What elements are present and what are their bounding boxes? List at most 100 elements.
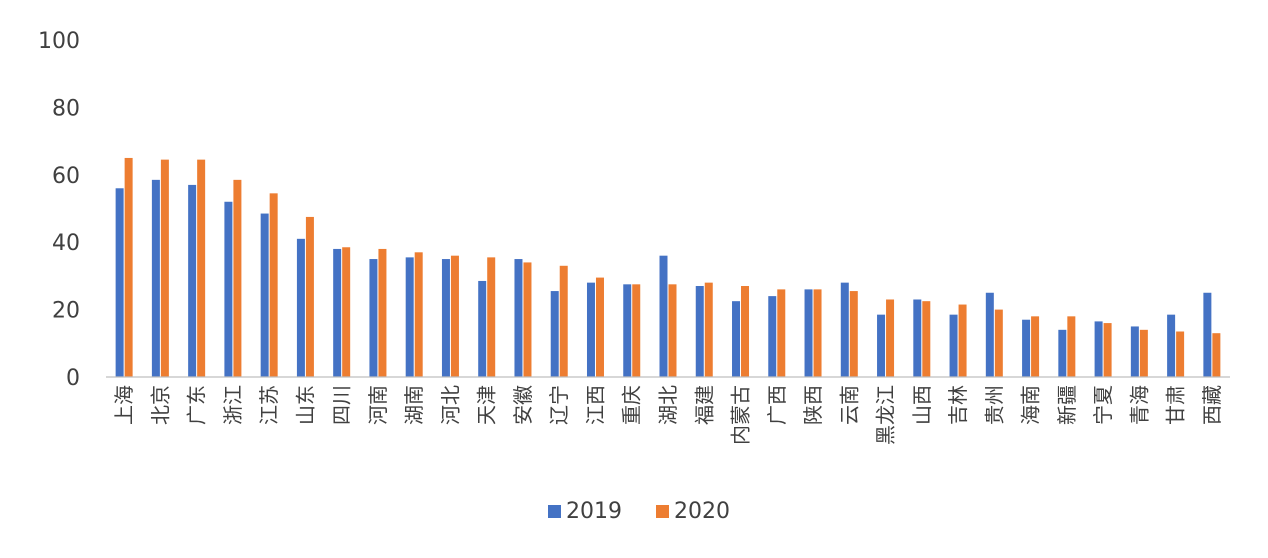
bar-2019-江西 <box>586 282 595 377</box>
bar-2019-云南 <box>840 282 849 377</box>
x-tick-label: 黑龙江 <box>874 385 898 445</box>
bar-2019-贵州 <box>985 292 994 377</box>
bar-2020-四川 <box>342 247 351 377</box>
bar-2020-海南 <box>1031 316 1040 377</box>
bar-2020-浙江 <box>233 179 242 377</box>
bar-2020-广东 <box>197 159 206 377</box>
bar-2020-贵州 <box>994 309 1003 377</box>
bar-2019-陕西 <box>804 289 813 377</box>
y-axis: 0 20 40 60 80 100 <box>38 29 80 391</box>
x-tick-label: 浙江 <box>221 385 245 425</box>
bar-2019-湖北 <box>659 255 668 377</box>
bar-2019-湖南 <box>405 257 414 377</box>
x-tick-label: 山西 <box>910 385 934 425</box>
bar-2020-黑龙江 <box>886 299 895 377</box>
bar-2019-甘肃 <box>1167 314 1176 377</box>
bar-2020-湖南 <box>414 252 423 377</box>
y-tick-label: 20 <box>52 299 80 324</box>
bar-2019-山西 <box>913 299 922 377</box>
x-tick-label: 广西 <box>765 385 789 425</box>
bar-2020-山东 <box>305 216 314 377</box>
bar-2020-上海 <box>124 157 133 377</box>
x-tick-label: 河南 <box>366 385 390 425</box>
bar-2020-重庆 <box>632 284 641 377</box>
bar-2020-西藏 <box>1212 333 1221 377</box>
bar-2020-青海 <box>1139 329 1148 377</box>
bar-2019-江苏 <box>260 213 269 377</box>
bar-2019-西藏 <box>1203 292 1212 377</box>
bar-2019-宁夏 <box>1094 321 1103 377</box>
bar-2020-宁夏 <box>1103 323 1112 377</box>
x-tick-label: 内蒙古 <box>729 385 753 445</box>
bar-2019-广东 <box>188 184 197 377</box>
y-tick-label: 100 <box>38 29 80 54</box>
bar-2019-四川 <box>333 248 342 377</box>
bar-2019-安徽 <box>514 259 523 377</box>
bar-2020-河北 <box>450 255 459 377</box>
bar-2020-福建 <box>704 282 713 377</box>
x-tick-label: 宁夏 <box>1091 385 1115 425</box>
x-tick-label: 青海 <box>1127 385 1151 425</box>
bar-2019-重庆 <box>623 284 632 377</box>
x-tick-label: 辽宁 <box>547 385 571 425</box>
x-tick-label: 河北 <box>438 385 462 425</box>
bar-2020-北京 <box>160 159 169 377</box>
bar-2020-河南 <box>378 248 387 377</box>
x-tick-label: 海南 <box>1019 385 1043 425</box>
bar-2020-甘肃 <box>1176 331 1185 377</box>
x-tick-label: 陕西 <box>801 385 825 425</box>
x-tick-label: 北京 <box>148 385 172 425</box>
y-tick-label: 0 <box>66 366 80 391</box>
bar-2020-江西 <box>595 277 604 377</box>
bar-2019-河南 <box>369 259 378 377</box>
bar-2019-北京 <box>151 179 160 377</box>
x-tick-label: 西藏 <box>1200 385 1224 425</box>
bar-2019-天津 <box>478 280 487 377</box>
x-tick-label: 广东 <box>185 385 209 425</box>
x-tick-label: 上海 <box>112 385 136 425</box>
x-tick-label: 新疆 <box>1055 385 1079 425</box>
x-axis-labels: 上海 北京 广东 浙江 江苏 山东 四川 河南 湖南 河北 天津 安徽 辽宁 江西 重庆 湖北 福建 内蒙古 广西陕… <box>112 385 1224 445</box>
x-tick-label: 贵州 <box>982 385 1006 425</box>
x-tick-label: 安徽 <box>511 385 535 425</box>
bar-2019-黑龙江 <box>877 314 886 377</box>
x-tick-label: 天津 <box>475 385 499 425</box>
bar-2020-安徽 <box>523 262 532 377</box>
bar-2019-海南 <box>1022 319 1031 377</box>
bar-2020-湖北 <box>668 284 677 377</box>
x-tick-label: 福建 <box>692 385 716 425</box>
x-tick-label: 吉林 <box>946 385 970 425</box>
bar-2019-山东 <box>296 238 305 377</box>
legend-label: 2020 <box>674 499 730 524</box>
bar-2019-上海 <box>115 188 124 377</box>
legend-swatch-2020 <box>656 505 669 518</box>
bar-2020-新疆 <box>1067 316 1076 377</box>
bar-2019-福建 <box>695 286 704 377</box>
x-tick-label: 四川 <box>330 385 354 425</box>
bar-2019-青海 <box>1130 326 1139 377</box>
x-tick-label: 江苏 <box>257 385 281 425</box>
y-tick-label: 40 <box>52 231 80 256</box>
bar-2020-云南 <box>849 291 858 377</box>
bar-2020-辽宁 <box>559 265 568 377</box>
x-tick-label: 湖北 <box>656 385 680 425</box>
bar-2019-新疆 <box>1058 329 1067 377</box>
y-tick-label: 60 <box>52 164 80 189</box>
legend: 2019 2020 <box>548 499 730 524</box>
bar-2020-陕西 <box>813 289 822 377</box>
bar-2020-山西 <box>922 301 931 377</box>
x-tick-label: 云南 <box>837 385 861 425</box>
legend-label: 2019 <box>566 499 622 524</box>
x-tick-label: 山东 <box>293 385 317 425</box>
bar-2020-广西 <box>777 289 786 377</box>
bar-2020-天津 <box>487 257 496 377</box>
bar-2019-内蒙古 <box>732 301 741 377</box>
x-tick-label: 湖南 <box>402 385 426 425</box>
bar-2019-河北 <box>441 259 450 377</box>
bar-2019-吉林 <box>949 314 958 377</box>
legend-swatch-2019 <box>548 505 561 518</box>
bar-2020-内蒙古 <box>741 286 750 377</box>
bar-2019-辽宁 <box>550 291 559 377</box>
bars <box>115 157 1221 377</box>
